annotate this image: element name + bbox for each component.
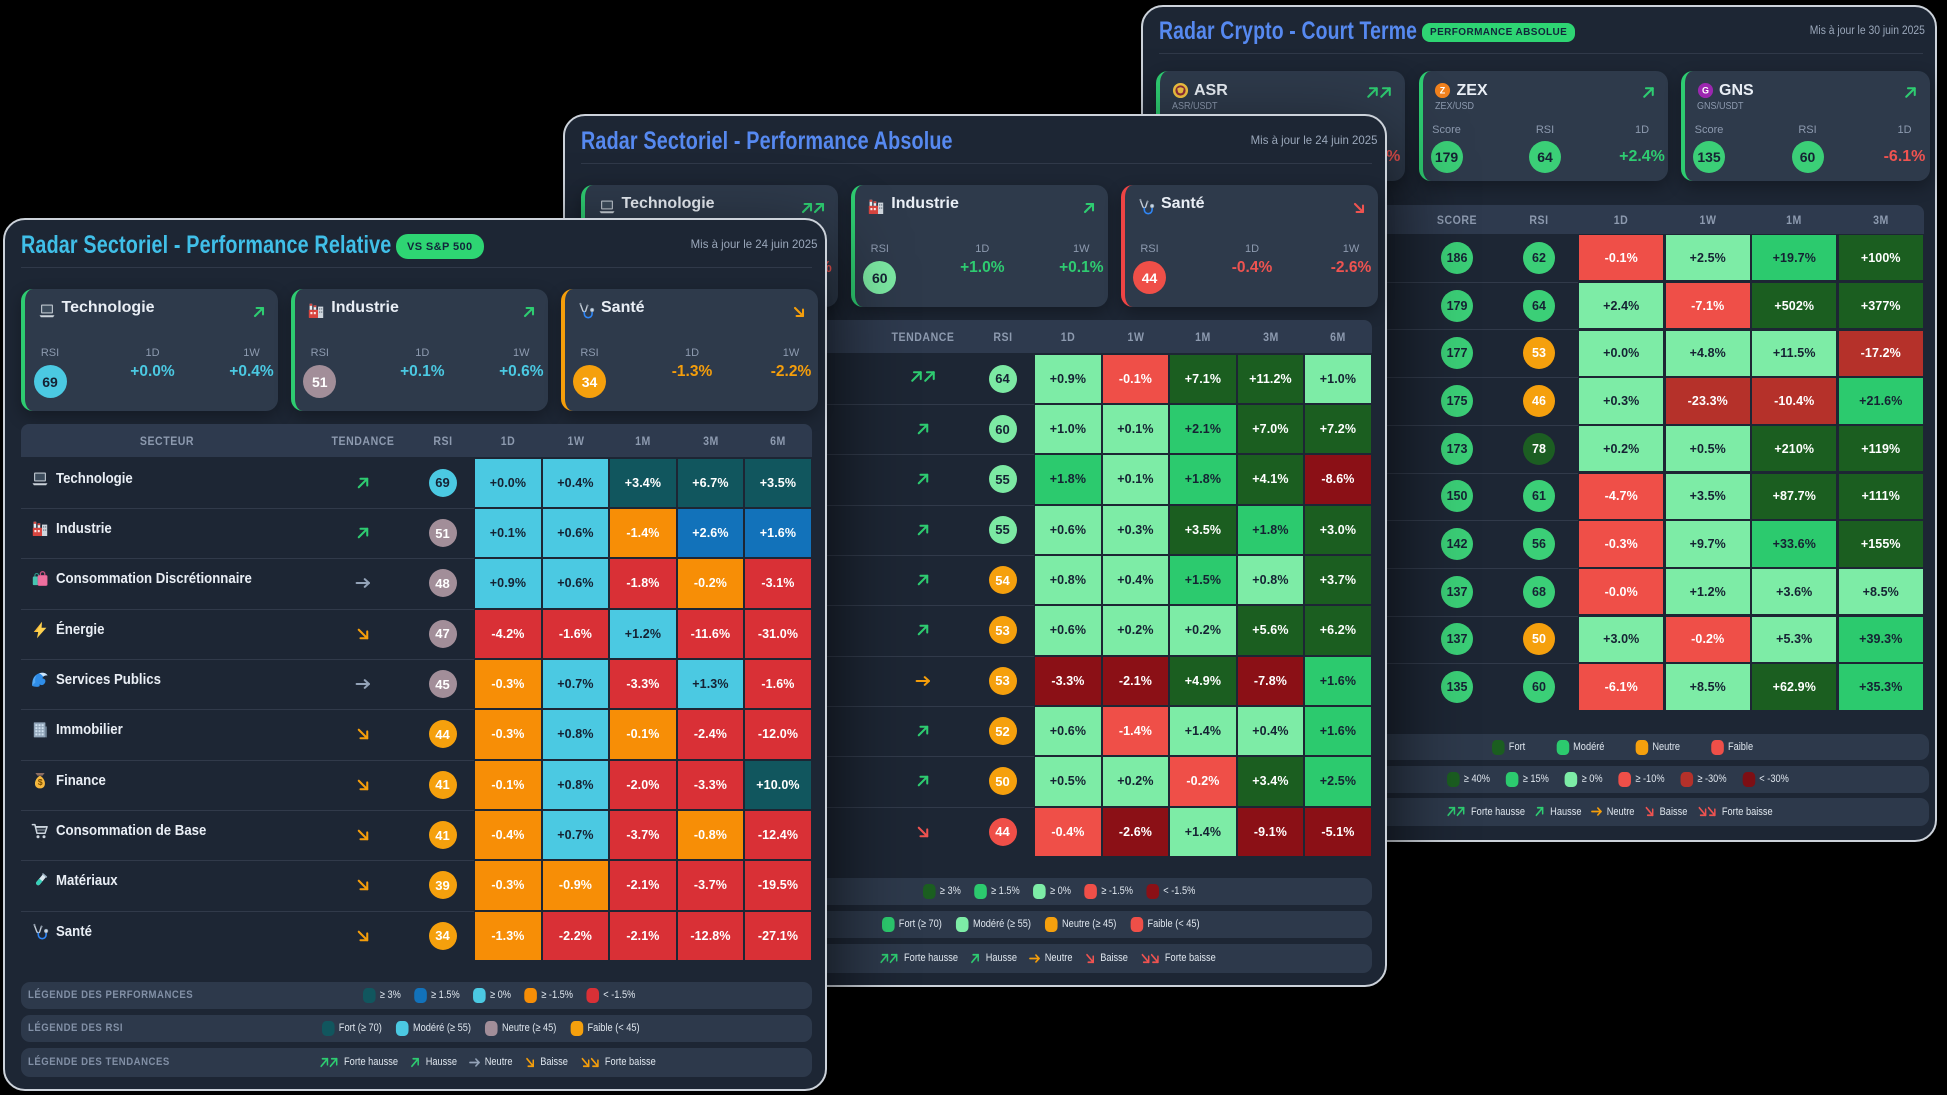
svg-text:$: $ [38, 777, 43, 787]
svg-text:Z: Z [1440, 86, 1446, 96]
svg-text:G: G [1702, 86, 1709, 96]
